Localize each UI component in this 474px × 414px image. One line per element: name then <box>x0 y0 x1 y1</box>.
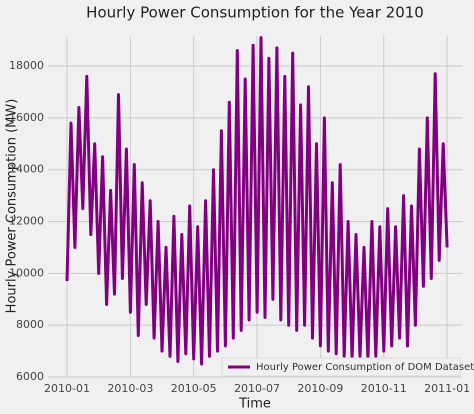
y-tick-label: 16000 <box>9 111 44 124</box>
legend-box <box>221 357 461 377</box>
y-tick-label: 12000 <box>9 215 44 228</box>
chart-title: Hourly Power Consumption for the Year 20… <box>86 4 424 22</box>
x-tick-label: 2010-07 <box>234 382 280 395</box>
y-tick-label: 8000 <box>16 318 44 331</box>
x-tick-label: 2010-05 <box>171 382 217 395</box>
x-tick-label: 2011-01 <box>424 382 470 395</box>
y-tick-label: 6000 <box>16 370 44 383</box>
legend-label: Hourly Power Consumption of DOM Dataset … <box>256 362 474 373</box>
series-line <box>65 36 449 366</box>
y-tick-label: 10000 <box>9 266 44 279</box>
x-tick-label: 2010-03 <box>107 382 153 395</box>
y-tick-label: 18000 <box>9 59 44 72</box>
y-axis-label: Hourly Power Consumption (MW) <box>5 99 20 314</box>
x-axis-label: Time <box>238 397 271 412</box>
x-tick-label: 2010-09 <box>297 382 343 395</box>
x-tick-label: 2010-01 <box>44 382 90 395</box>
x-tick-label: 2010-11 <box>361 382 407 395</box>
y-tick-label: 14000 <box>9 163 44 176</box>
